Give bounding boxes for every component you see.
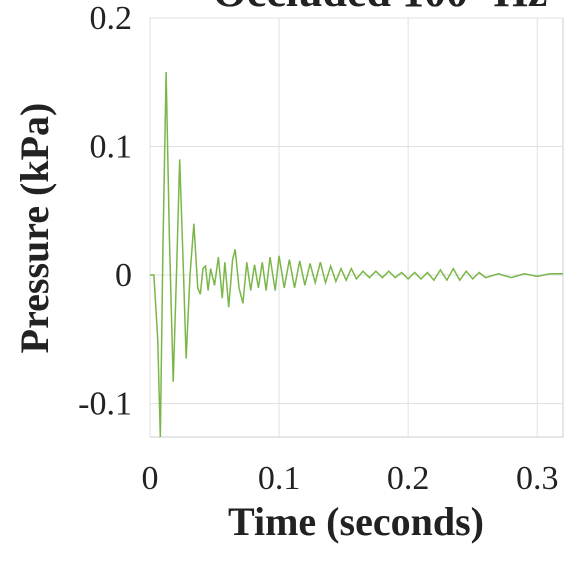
x-tick-label: 0.3 <box>516 460 559 497</box>
x-tick-label: 0.1 <box>258 460 301 497</box>
plot-area <box>149 17 564 438</box>
x-axis-label: Time (seconds) <box>228 499 484 544</box>
y-tick-label: 0 <box>115 257 132 294</box>
chart-title: Occluded 100 -Hz <box>213 0 548 16</box>
y-tick-label: -0.1 <box>78 386 132 423</box>
y-tick-label: 0.1 <box>90 129 133 166</box>
x-tick-label: 0 <box>142 460 159 497</box>
data-line <box>150 71 563 438</box>
x-tick-label: 0.2 <box>387 460 430 497</box>
y-axis-label: Pressure (kPa) <box>12 103 57 354</box>
y-tick-label: 0.2 <box>90 0 133 37</box>
